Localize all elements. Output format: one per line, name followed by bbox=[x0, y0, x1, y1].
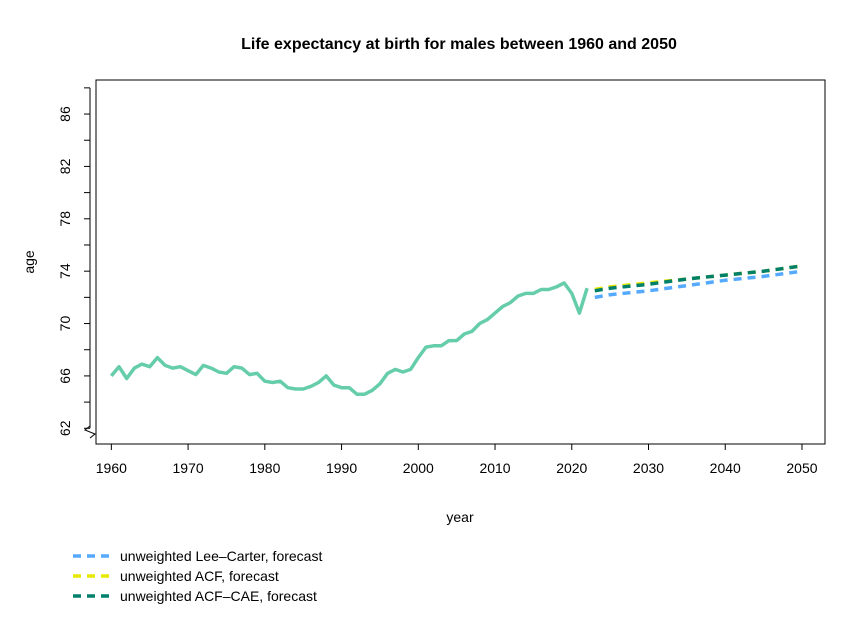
y-tick-label: 70 bbox=[57, 316, 73, 332]
x-tick-label: 1970 bbox=[173, 460, 204, 476]
legend: unweighted Lee–Carter, forecast unweighte… bbox=[73, 548, 322, 604]
y-tick-label: 62 bbox=[57, 420, 73, 436]
forecast-series-line bbox=[594, 269, 803, 300]
x-tick-label: 2050 bbox=[786, 460, 817, 476]
y-tick-label: 78 bbox=[57, 211, 73, 227]
axis-break-marker bbox=[84, 425, 96, 439]
x-axis: 1960 1970 1980 1990 2000 2010 2020 2030 2040 2050 bbox=[96, 443, 818, 476]
y-tick-label: 66 bbox=[57, 368, 73, 384]
x-tick-label: 1960 bbox=[96, 460, 127, 476]
chart-title: Life expectancy at birth for males betwe… bbox=[241, 36, 677, 53]
x-tick-label: 2020 bbox=[556, 460, 587, 476]
legend-entry-label: unweighted Lee–Carter, forecast bbox=[120, 548, 322, 564]
x-tick-label: 2030 bbox=[633, 460, 664, 476]
observed-series-line bbox=[109, 281, 589, 396]
x-tick-label: 1990 bbox=[326, 460, 357, 476]
y-axis-label: age bbox=[21, 250, 37, 274]
legend-entry-label: unweighted ACF, forecast bbox=[120, 568, 279, 584]
y-axis: 62 66 70 74 78 82 86 bbox=[57, 87, 96, 439]
forecast-series-line bbox=[594, 264, 803, 293]
x-tick-label: 2040 bbox=[710, 460, 741, 476]
y-tick-label: 82 bbox=[57, 158, 73, 174]
legend-entry-label: unweighted ACF–CAE, forecast bbox=[120, 588, 317, 604]
x-tick-label: 2000 bbox=[403, 460, 434, 476]
x-axis-label: year bbox=[446, 509, 474, 525]
x-tick-label: 2010 bbox=[479, 460, 510, 476]
series-layer bbox=[109, 264, 803, 396]
x-tick-label: 1980 bbox=[249, 460, 280, 476]
y-tick-label: 74 bbox=[57, 263, 73, 279]
plot-frame bbox=[95, 79, 826, 445]
y-tick-label: 86 bbox=[57, 106, 73, 122]
